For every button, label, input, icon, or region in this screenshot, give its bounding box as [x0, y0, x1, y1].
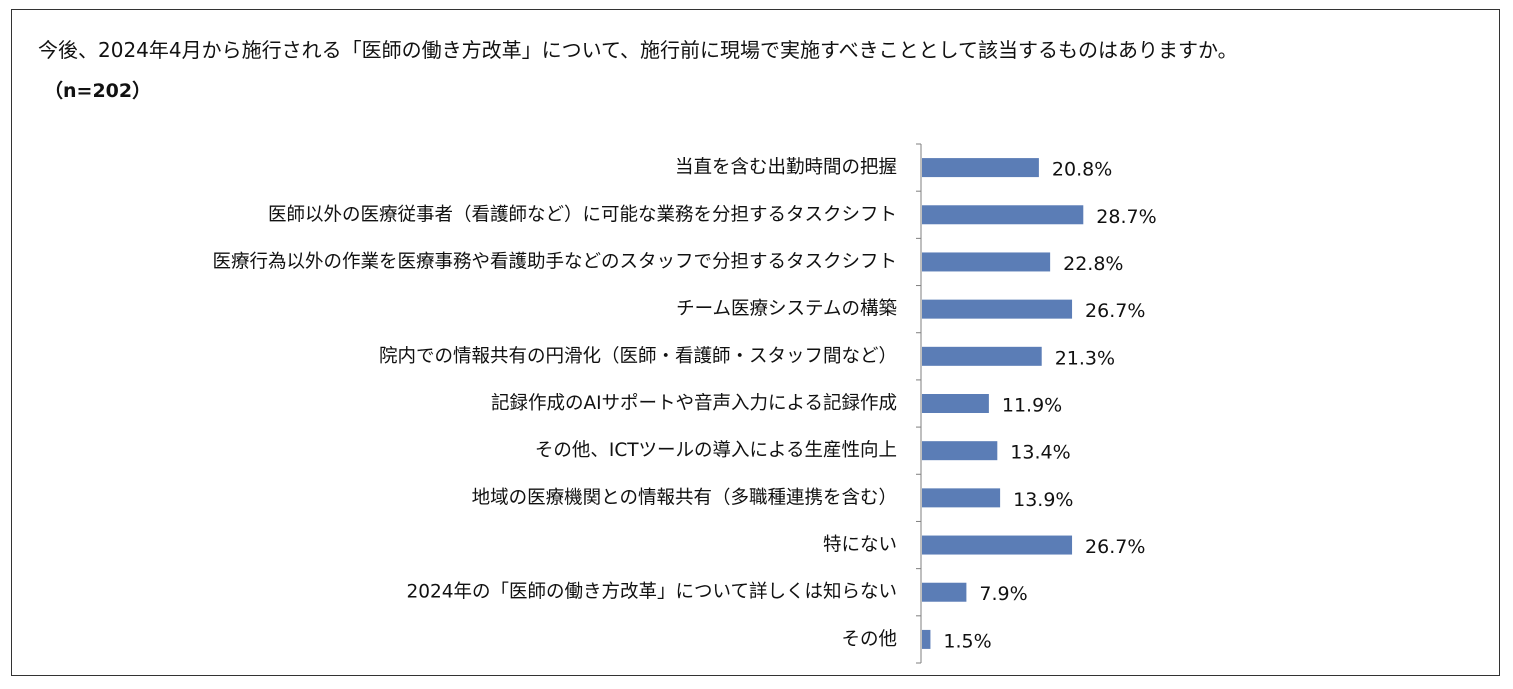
- value-label-9: 26.7%: [1085, 536, 1145, 558]
- value-label-3: 22.8%: [1063, 253, 1123, 275]
- value-label-6: 11.9%: [1002, 395, 1062, 417]
- bar-8: [922, 488, 1001, 508]
- category-label-2: 医師以外の医療従事者（看護師など）に可能な業務を分担するタスクシフト: [268, 204, 897, 225]
- bar-11: [922, 629, 931, 649]
- category-label-5: 院内での情報共有の円滑化（医師・看護師・スタッフ間など）: [379, 346, 897, 367]
- value-label-5: 21.3%: [1055, 347, 1115, 369]
- category-label-4: チーム医療システムの構築: [676, 299, 897, 320]
- value-label-1: 20.8%: [1052, 159, 1112, 181]
- value-label-7: 13.4%: [1010, 442, 1070, 464]
- bar-5: [922, 346, 1042, 366]
- category-label-3: 医療行為以外の作業を医療事務や看護助手などのスタッフで分担するタスクシフト: [212, 251, 897, 272]
- category-label-6: 記録作成のAIサポートや音声入力による記録作成: [491, 393, 897, 414]
- bar-layer: [922, 158, 1084, 649]
- category-label-11: その他: [841, 629, 897, 650]
- bar-7: [922, 441, 998, 461]
- category-label-9: 特にない: [823, 535, 897, 556]
- bar-6: [922, 394, 989, 413]
- value-label-8: 13.9%: [1013, 489, 1073, 511]
- category-label-1: 当直を含む出勤時間の把握: [675, 157, 897, 178]
- value-label-11: 1.5%: [943, 630, 991, 652]
- value-label-2: 28.7%: [1096, 206, 1156, 228]
- bar-1: [922, 158, 1039, 178]
- bar-9: [922, 535, 1073, 555]
- label-layer: 当直を含む出勤時間の把握 20.8% 医師以外の医療従事者（看護師など）に可能な業務…: [212, 157, 1156, 652]
- value-label-10: 7.9%: [979, 583, 1027, 605]
- bar-2: [922, 205, 1084, 225]
- category-label-8: 地域の医療機関との情報共有（多職種連携を含む）: [472, 487, 897, 508]
- chart-frame: [11, 9, 1500, 676]
- bar-4: [922, 299, 1073, 319]
- category-label-7: その他、ICTツールの導入による生産性向上: [535, 440, 897, 461]
- bar-10: [922, 582, 967, 602]
- value-label-4: 26.7%: [1085, 300, 1145, 322]
- chart-title: 今後、2024年4月から施行される「医師の働き方改革」について、施行前に現場で実…: [38, 38, 1238, 62]
- chart-subtitle: （n=202）: [44, 80, 152, 102]
- axis-layer: [916, 143, 922, 664]
- bar-3: [922, 252, 1051, 272]
- category-label-10: 2024年の「医師の働き方改革」について詳しくは知らない: [406, 582, 897, 603]
